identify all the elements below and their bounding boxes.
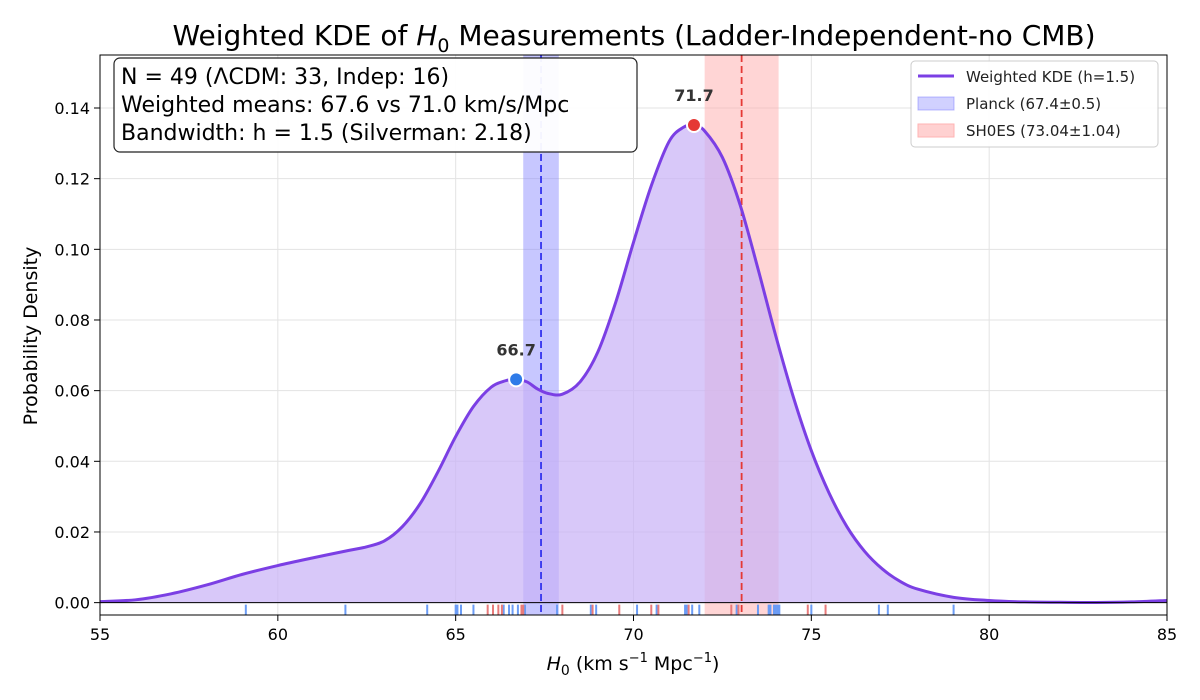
y-tick-label: 0.04 [54, 452, 90, 471]
kde-fill-area [100, 124, 1167, 603]
x-tick-label: 65 [445, 625, 465, 644]
legend-planck-swatch [917, 96, 955, 111]
x-tick-label: 70 [623, 625, 643, 644]
y-tick-label: 0.14 [54, 99, 90, 118]
rug-marks [100, 602, 1167, 615]
legend-shoes-label: SH0ES (73.04±1.04) [966, 122, 1121, 140]
y-tick-label: 0.02 [54, 523, 90, 542]
y-tick-label: 0.12 [54, 170, 90, 189]
y-tick-label: 0.10 [54, 240, 90, 259]
legend-planck-label: Planck (67.4±0.5) [966, 95, 1101, 113]
y-tick-label: 0.00 [54, 594, 90, 613]
x-tick-label: 85 [1157, 625, 1177, 644]
legend-frame [910, 60, 1159, 148]
x-tick-label: 60 [268, 625, 288, 644]
kde-line [99, 123, 1168, 604]
x-tick-label: 75 [801, 625, 821, 644]
stats-annotation: N = 49 (ΛCDM: 33, Indep: 16) Weighted me… [113, 57, 638, 153]
stats-annotation-frame [113, 57, 638, 153]
stats-line-count: N = 49 (ΛCDM: 33, Indep: 16) [121, 65, 449, 90]
x-tick-label: 80 [979, 625, 999, 644]
stats-line-bandwidth: Bandwidth: h = 1.5 (Silverman: 2.18) [121, 121, 532, 146]
legend-kde-label: Weighted KDE (h=1.5) [966, 68, 1135, 86]
y-tick-label: 0.06 [54, 382, 90, 401]
axis-ticks: 55 60 65 70 75 80 85 0.00 0.02 0.04 0.06 0.08 0.10 0.… [54, 99, 1177, 644]
x-axis-label: H0 (km s−1 Mpc−1) [547, 651, 720, 679]
peak-marker [508, 371, 525, 388]
peak-markers: 66.7 71.7 [496, 86, 714, 388]
peak-label: 66.7 [496, 340, 535, 359]
chart-title: Weighted KDE of H0 Measurements (Ladder-… [172, 19, 1095, 57]
legend-shoes-swatch [917, 123, 955, 138]
x-tick-label: 55 [90, 625, 110, 644]
y-tick-label: 0.08 [54, 311, 90, 330]
peak-marker [685, 116, 702, 133]
stats-line-means: Weighted means: 67.6 vs 71.0 km/s/Mpc [121, 93, 569, 118]
y-axis-label: Probability Density [20, 247, 42, 426]
peak-label: 71.7 [674, 86, 713, 105]
legend: Weighted KDE (h=1.5) Planck (67.4±0.5) S… [910, 60, 1159, 148]
